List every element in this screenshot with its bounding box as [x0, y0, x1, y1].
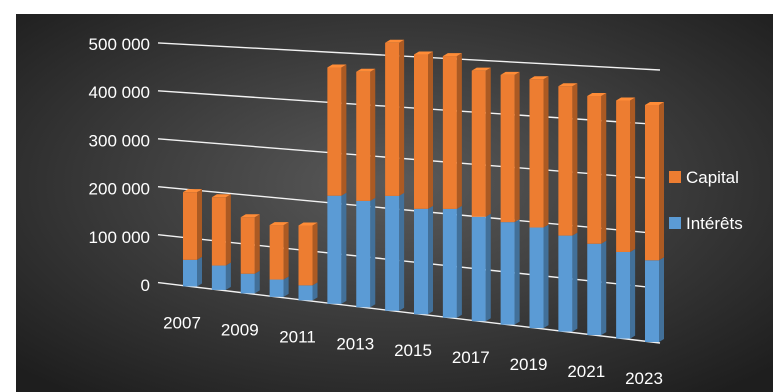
bar-segment-capital [587, 93, 607, 244]
gridline [157, 42, 661, 71]
x-tick-label: 2023 [625, 369, 663, 388]
x-tick-label: 2017 [452, 348, 490, 367]
bar-segment-interets [500, 219, 520, 325]
bar-segment-interets [645, 257, 664, 343]
bar-segment-interets [616, 248, 636, 339]
bar-segment-capital [471, 67, 491, 217]
legend-label: Capital [686, 168, 739, 187]
y-tick-label: 500 000 [89, 35, 150, 54]
legend-swatch [669, 217, 681, 229]
bar-segment-interets [385, 192, 405, 311]
x-tick-label: 2021 [567, 362, 605, 381]
y-axis-tick-labels: 500 000 400 000 300 000 200 000 100 000 0 [89, 35, 150, 295]
y-tick-label: 400 000 [89, 83, 150, 102]
bar-segment-interets [211, 262, 231, 290]
bar-segment-capital [500, 71, 520, 223]
bar-segment-capital [183, 189, 202, 260]
bar-segment-capital [616, 97, 636, 252]
y-tick-label: 200 000 [89, 180, 150, 199]
bars [183, 39, 664, 343]
bar-segment-capital [414, 51, 433, 209]
x-tick-label: 2007 [163, 313, 201, 332]
bar-segment-interets [442, 205, 462, 318]
y-tick-label: 0 [141, 276, 150, 295]
x-tick-label: 2009 [221, 320, 259, 339]
bar-segment-interets [529, 224, 549, 329]
bar-segment-interets [298, 282, 318, 301]
bar-segment-capital [645, 101, 664, 261]
bar-segment-capital [298, 222, 318, 286]
y-tick-label: 100 000 [89, 228, 150, 247]
legend-entry: Intérêts [669, 214, 743, 233]
bar-segment-interets [558, 232, 578, 332]
x-tick-label: 2019 [510, 355, 548, 374]
bar-segment-capital [558, 83, 578, 236]
bar-segment-capital [240, 214, 260, 274]
bar-segment-interets [356, 197, 376, 308]
x-tick-label: 2015 [394, 341, 432, 360]
bar-segment-interets [327, 192, 347, 304]
bar-segment-capital [385, 39, 405, 196]
legend: Capital Intérêts [669, 168, 743, 233]
x-tick-label: 2011 [279, 327, 316, 346]
legend-entry: Capital [669, 168, 739, 187]
bar-segment-interets [183, 256, 202, 287]
legend-swatch [669, 171, 681, 183]
x-tick-label: 2013 [336, 334, 374, 353]
bar-segment-capital [529, 76, 549, 228]
bar-segment-interets [240, 270, 260, 294]
bar-segment-interets [414, 205, 433, 315]
x-axis-tick-labels: 2007 2009 2011 2013 2015 2017 2019 2021 2023 [163, 313, 663, 388]
gridlines [157, 42, 661, 344]
bar-segment-capital [442, 53, 462, 209]
bar-segment-interets [269, 276, 289, 297]
bar-segment-capital [327, 64, 347, 196]
legend-label: Intérêts [686, 214, 743, 233]
bar-segment-capital [356, 68, 376, 201]
bar-segment-interets [587, 240, 607, 336]
bar-segment-capital [211, 194, 231, 266]
y-tick-label: 300 000 [89, 131, 150, 150]
bar-segment-interets [471, 213, 491, 322]
bar-segment-capital [269, 222, 289, 280]
